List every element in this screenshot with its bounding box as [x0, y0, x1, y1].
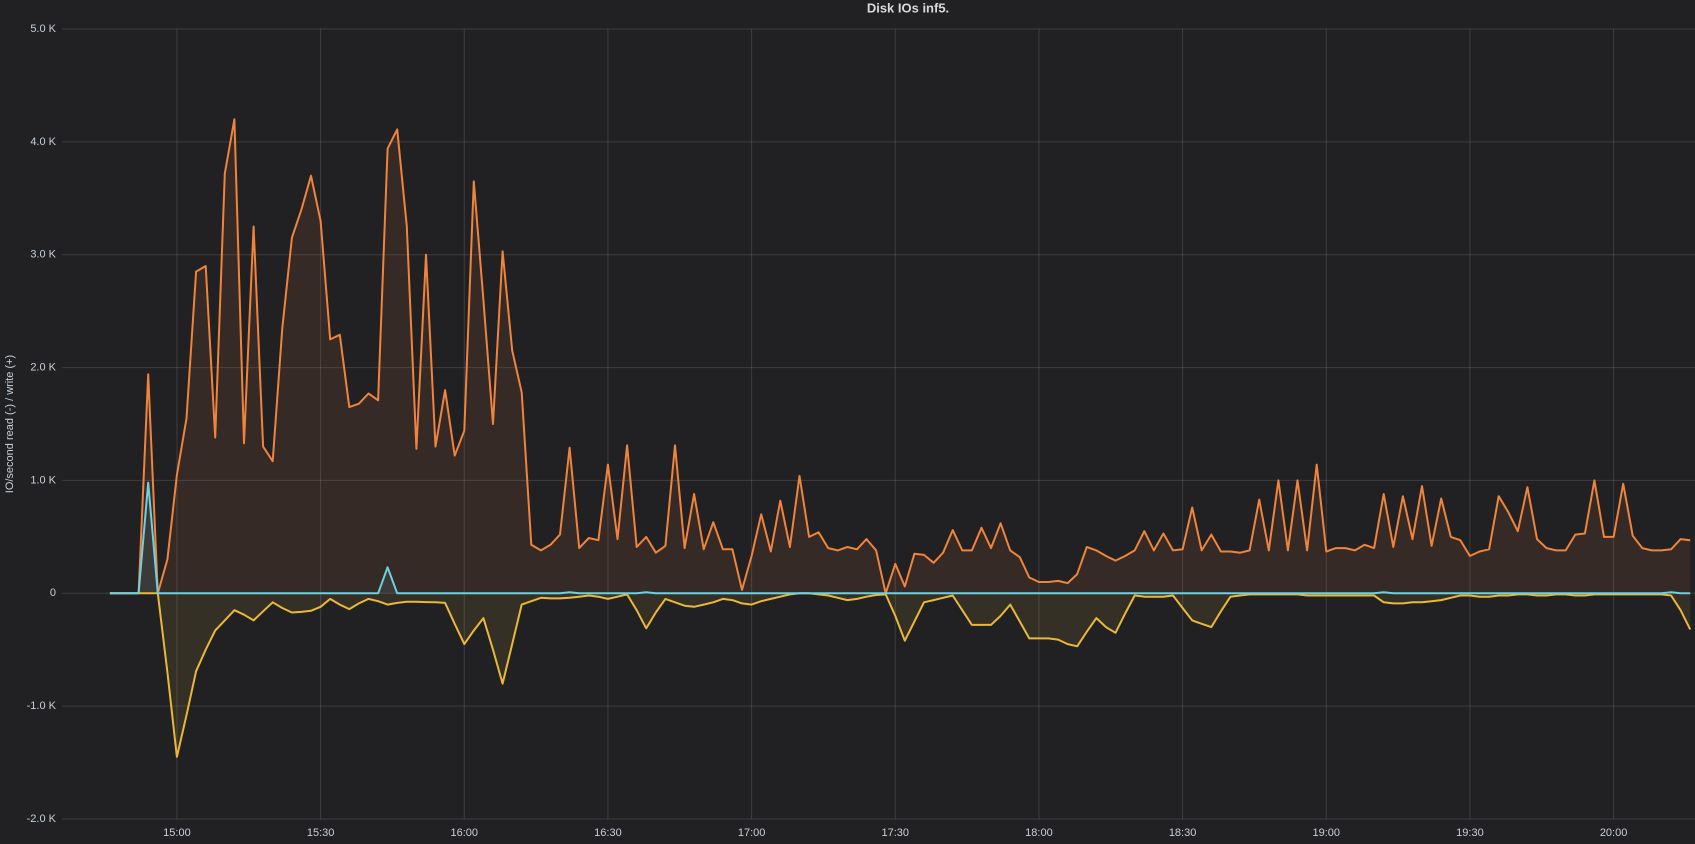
x-tick-label: 19:30 [1456, 827, 1484, 839]
y-tick-label: 0 [50, 587, 56, 599]
series-line [109, 592, 1692, 758]
x-tick-label: 19:00 [1312, 827, 1340, 839]
x-tick-label: 16:30 [594, 827, 622, 839]
y-tick-label: 2.0 K [30, 361, 56, 373]
x-tick-label: 16:00 [450, 827, 478, 839]
y-tick-label: 4.0 K [30, 136, 56, 148]
chart-title: Disk IOs inf5. [867, 0, 949, 15]
x-tick-label: 15:30 [307, 827, 335, 839]
area-fill [109, 593, 1691, 757]
x-tick-label: 20:00 [1600, 827, 1628, 839]
y-tick-label: -1.0 K [27, 700, 57, 712]
x-tick-label: 15:00 [163, 827, 191, 839]
series-line [109, 481, 1691, 595]
series-line [109, 118, 1691, 595]
x-tick-label: 18:00 [1025, 827, 1053, 839]
y-tick-label: -2.0 K [27, 813, 57, 825]
y-tick-label: 3.0 K [30, 249, 56, 261]
y-tick-label: 5.0 K [30, 23, 56, 35]
y-axis-label: IO/second read (-) / write (+) [4, 355, 16, 493]
area-fill [109, 119, 1691, 594]
x-tick-label: 17:00 [738, 827, 766, 839]
y-tick-label: 1.0 K [30, 474, 56, 486]
x-tick-label: 18:30 [1169, 827, 1197, 839]
x-tick-label: 17:30 [881, 827, 909, 839]
